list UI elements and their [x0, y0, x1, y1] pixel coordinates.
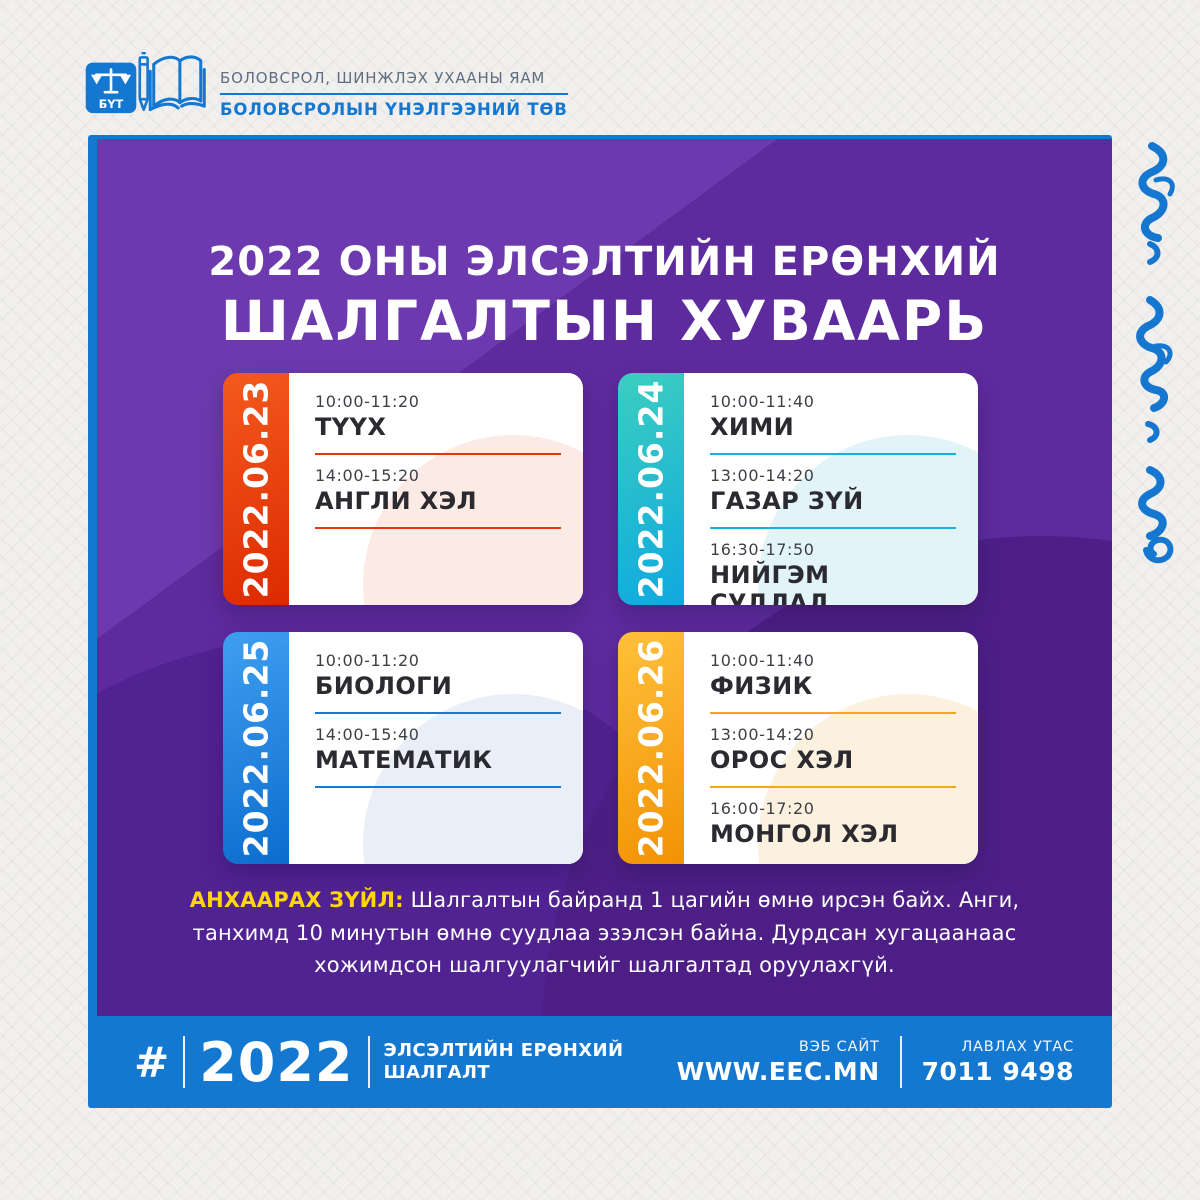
- exam-time: 10:00-11:20: [315, 651, 420, 670]
- footer-divider: [183, 1036, 186, 1088]
- exam-card-0623: 2022.06.23 10:00-11:20 ТҮҮХ 14:00-15:20 …: [223, 373, 583, 605]
- card-body: 10:00-11:20 ТҮҮХ 14:00-15:20 АНГЛИ ХЭЛ: [289, 373, 583, 605]
- footer-campaign: # 2022 ЭЛСЭЛТИЙН ЕРӨНХИЙ ШАЛГАЛТ: [134, 1031, 623, 1094]
- exam-time: 16:30-17:50: [710, 540, 815, 559]
- exam-entry: 13:00-14:20 ОРОС ХЭЛ: [710, 725, 956, 788]
- card-date: 2022.06.24: [631, 379, 671, 599]
- notice: АНХААРАХ ЗҮЙЛ: Шалгалтын байранд 1 цагий…: [185, 884, 1025, 982]
- footer-divider: [899, 1036, 902, 1088]
- exam-time: 14:00-15:40: [315, 725, 420, 744]
- exam-time: 10:00-11:40: [710, 651, 815, 670]
- exam-time: 14:00-15:20: [315, 466, 420, 485]
- footer-contacts: ВЭБ САЙТ WWW.EEC.MN ЛАВЛАХ УТАС 7011 949…: [677, 1036, 1074, 1088]
- mongolian-script-decoration: [1136, 142, 1175, 564]
- title-line-1: 2022 ОНЫ ЭЛСЭЛТИЙН ЕРӨНХИЙ: [208, 239, 1001, 285]
- exam-entry: 16:30-17:50 НИЙГЭМ СУДЛАЛ: [710, 540, 956, 605]
- date-strip: 2022.06.23: [223, 373, 289, 605]
- footer-divider: [367, 1036, 370, 1088]
- website-label: ВЭБ САЙТ: [798, 1038, 880, 1055]
- exam-time: 16:00-17:20: [710, 799, 815, 818]
- exam-subject: ОРОС ХЭЛ: [710, 746, 854, 774]
- org-ministry-name: БОЛОВСРОЛ, ШИНЖЛЭХ УХААНЫ ЯАМ: [220, 69, 568, 95]
- header: БҮТ БОЛОВСРОЛ, ШИНЖЛЭХ УХААНЫ ЯАМ БОЛОВС…: [84, 52, 568, 122]
- hashtag-symbol: #: [134, 1037, 170, 1087]
- exam-subject: ТҮҮХ: [315, 413, 387, 441]
- exam-subject: МОНГОЛ ХЭЛ: [710, 820, 899, 848]
- website-url[interactable]: WWW.EEC.MN: [676, 1056, 880, 1086]
- exam-subject: БИОЛОГИ: [315, 672, 453, 700]
- phone-number: 7011 9498: [921, 1056, 1074, 1086]
- footer-exam-label-line1: ЭЛСЭЛТИЙН ЕРӨНХИЙ: [383, 1039, 624, 1061]
- footer-year: 2022: [199, 1030, 354, 1094]
- exam-entry: 14:00-15:20 АНГЛИ ХЭЛ: [315, 466, 561, 529]
- org-names: БОЛОВСРОЛ, ШИНЖЛЭХ УХААНЫ ЯАМ БОЛОВСРОЛЫ…: [220, 55, 568, 119]
- phone-label: ЛАВЛАХ УТАС: [961, 1038, 1074, 1055]
- book-icon: [148, 55, 206, 112]
- exam-time: 13:00-14:20: [710, 466, 815, 485]
- card-date: 2022.06.25: [236, 638, 276, 858]
- date-strip: 2022.06.24: [618, 373, 684, 605]
- exam-entry: 10:00-11:40 ФИЗИК: [710, 651, 956, 714]
- exam-time: 10:00-11:40: [710, 392, 815, 411]
- notice-text: Шалгалтын байранд 1 цагийн өмнө ирсэн ба…: [192, 888, 1020, 978]
- card-body: 10:00-11:20 БИОЛОГИ 14:00-15:40 МАТЕМАТИ…: [289, 632, 583, 864]
- title-line-2: ШАЛГАЛТЫН ХУВААРЬ: [220, 289, 989, 353]
- website-block: ВЭБ САЙТ WWW.EEC.MN: [677, 1039, 880, 1086]
- exam-card-0625: 2022.06.25 10:00-11:20 БИОЛОГИ 14:00-15:…: [223, 632, 583, 864]
- date-strip: 2022.06.25: [223, 632, 289, 864]
- eec-logo: БҮТ: [85, 52, 206, 114]
- card-body: 10:00-11:40 ФИЗИК 13:00-14:20 ОРОС ХЭЛ 1…: [684, 632, 978, 864]
- exam-subject: ФИЗИК: [710, 672, 813, 700]
- phone-block: ЛАВЛАХ УТАС 7011 9498: [922, 1039, 1074, 1086]
- date-strip: 2022.06.26: [618, 632, 684, 864]
- exam-time: 13:00-14:20: [710, 725, 815, 744]
- exam-subject: НИЙГЭМ СУДЛАЛ: [710, 561, 830, 605]
- card-body: 10:00-11:40 ХИМИ 13:00-14:20 ГАЗАР ЗҮЙ 1…: [684, 373, 978, 605]
- footer-exam-label-line2: ШАЛГАЛТ: [383, 1062, 491, 1083]
- pencil-icon: [138, 52, 149, 111]
- exam-entry: 10:00-11:20 БИОЛОГИ: [315, 651, 561, 714]
- exam-entry: 13:00-14:20 ГАЗАР ЗҮЙ: [710, 466, 956, 529]
- exam-time: 10:00-11:20: [315, 392, 420, 411]
- exam-entry: 14:00-15:40 МАТЕМАТИК: [315, 725, 561, 788]
- scales-pan-left: [90, 74, 103, 85]
- poster-title: 2022 ОНЫ ЭЛСЭЛТИЙН ЕРӨНХИЙ ШАЛГАЛТЫН ХУВ…: [97, 239, 1112, 353]
- footer: # 2022 ЭЛСЭЛТИЙН ЕРӨНХИЙ ШАЛГАЛТ ВЭБ САЙ…: [88, 1016, 1112, 1108]
- org-center-name: БОЛОВСРОЛЫН ҮНЭЛГЭЭНИЙ ТӨВ: [220, 100, 568, 119]
- exam-entry: 10:00-11:40 ХИМИ: [710, 392, 956, 455]
- card-date: 2022.06.26: [631, 638, 671, 858]
- exam-subject: ГАЗАР ЗҮЙ: [710, 487, 864, 515]
- poster-panel: 2022 ОНЫ ЭЛСЭЛТИЙН ЕРӨНХИЙ ШАЛГАЛТЫН ХУВ…: [97, 139, 1112, 1016]
- exam-subject: ХИМИ: [710, 413, 795, 441]
- exam-entry: 16:00-17:20 МОНГОЛ ХЭЛ: [710, 799, 956, 848]
- schedule-cards: 2022.06.23 10:00-11:20 ТҮҮХ 14:00-15:20 …: [223, 373, 978, 864]
- logo-abbr-text: БҮТ: [99, 97, 124, 111]
- notice-label: АНХААРАХ ЗҮЙЛ:: [189, 888, 404, 912]
- exam-entry: 10:00-11:20 ТҮҮХ: [315, 392, 561, 455]
- card-date: 2022.06.23: [236, 379, 276, 599]
- exam-card-0624: 2022.06.24 10:00-11:40 ХИМИ 13:00-14:20 …: [618, 373, 978, 605]
- exam-subject: АНГЛИ ХЭЛ: [315, 487, 477, 515]
- footer-exam-label: ЭЛСЭЛТИЙН ЕРӨНХИЙ ШАЛГАЛТ: [384, 1040, 624, 1085]
- scales-pan-right: [119, 74, 132, 85]
- exam-card-0626: 2022.06.26 10:00-11:40 ФИЗИК 13:00-14:20…: [618, 632, 978, 864]
- exam-subject: МАТЕМАТИК: [315, 746, 493, 774]
